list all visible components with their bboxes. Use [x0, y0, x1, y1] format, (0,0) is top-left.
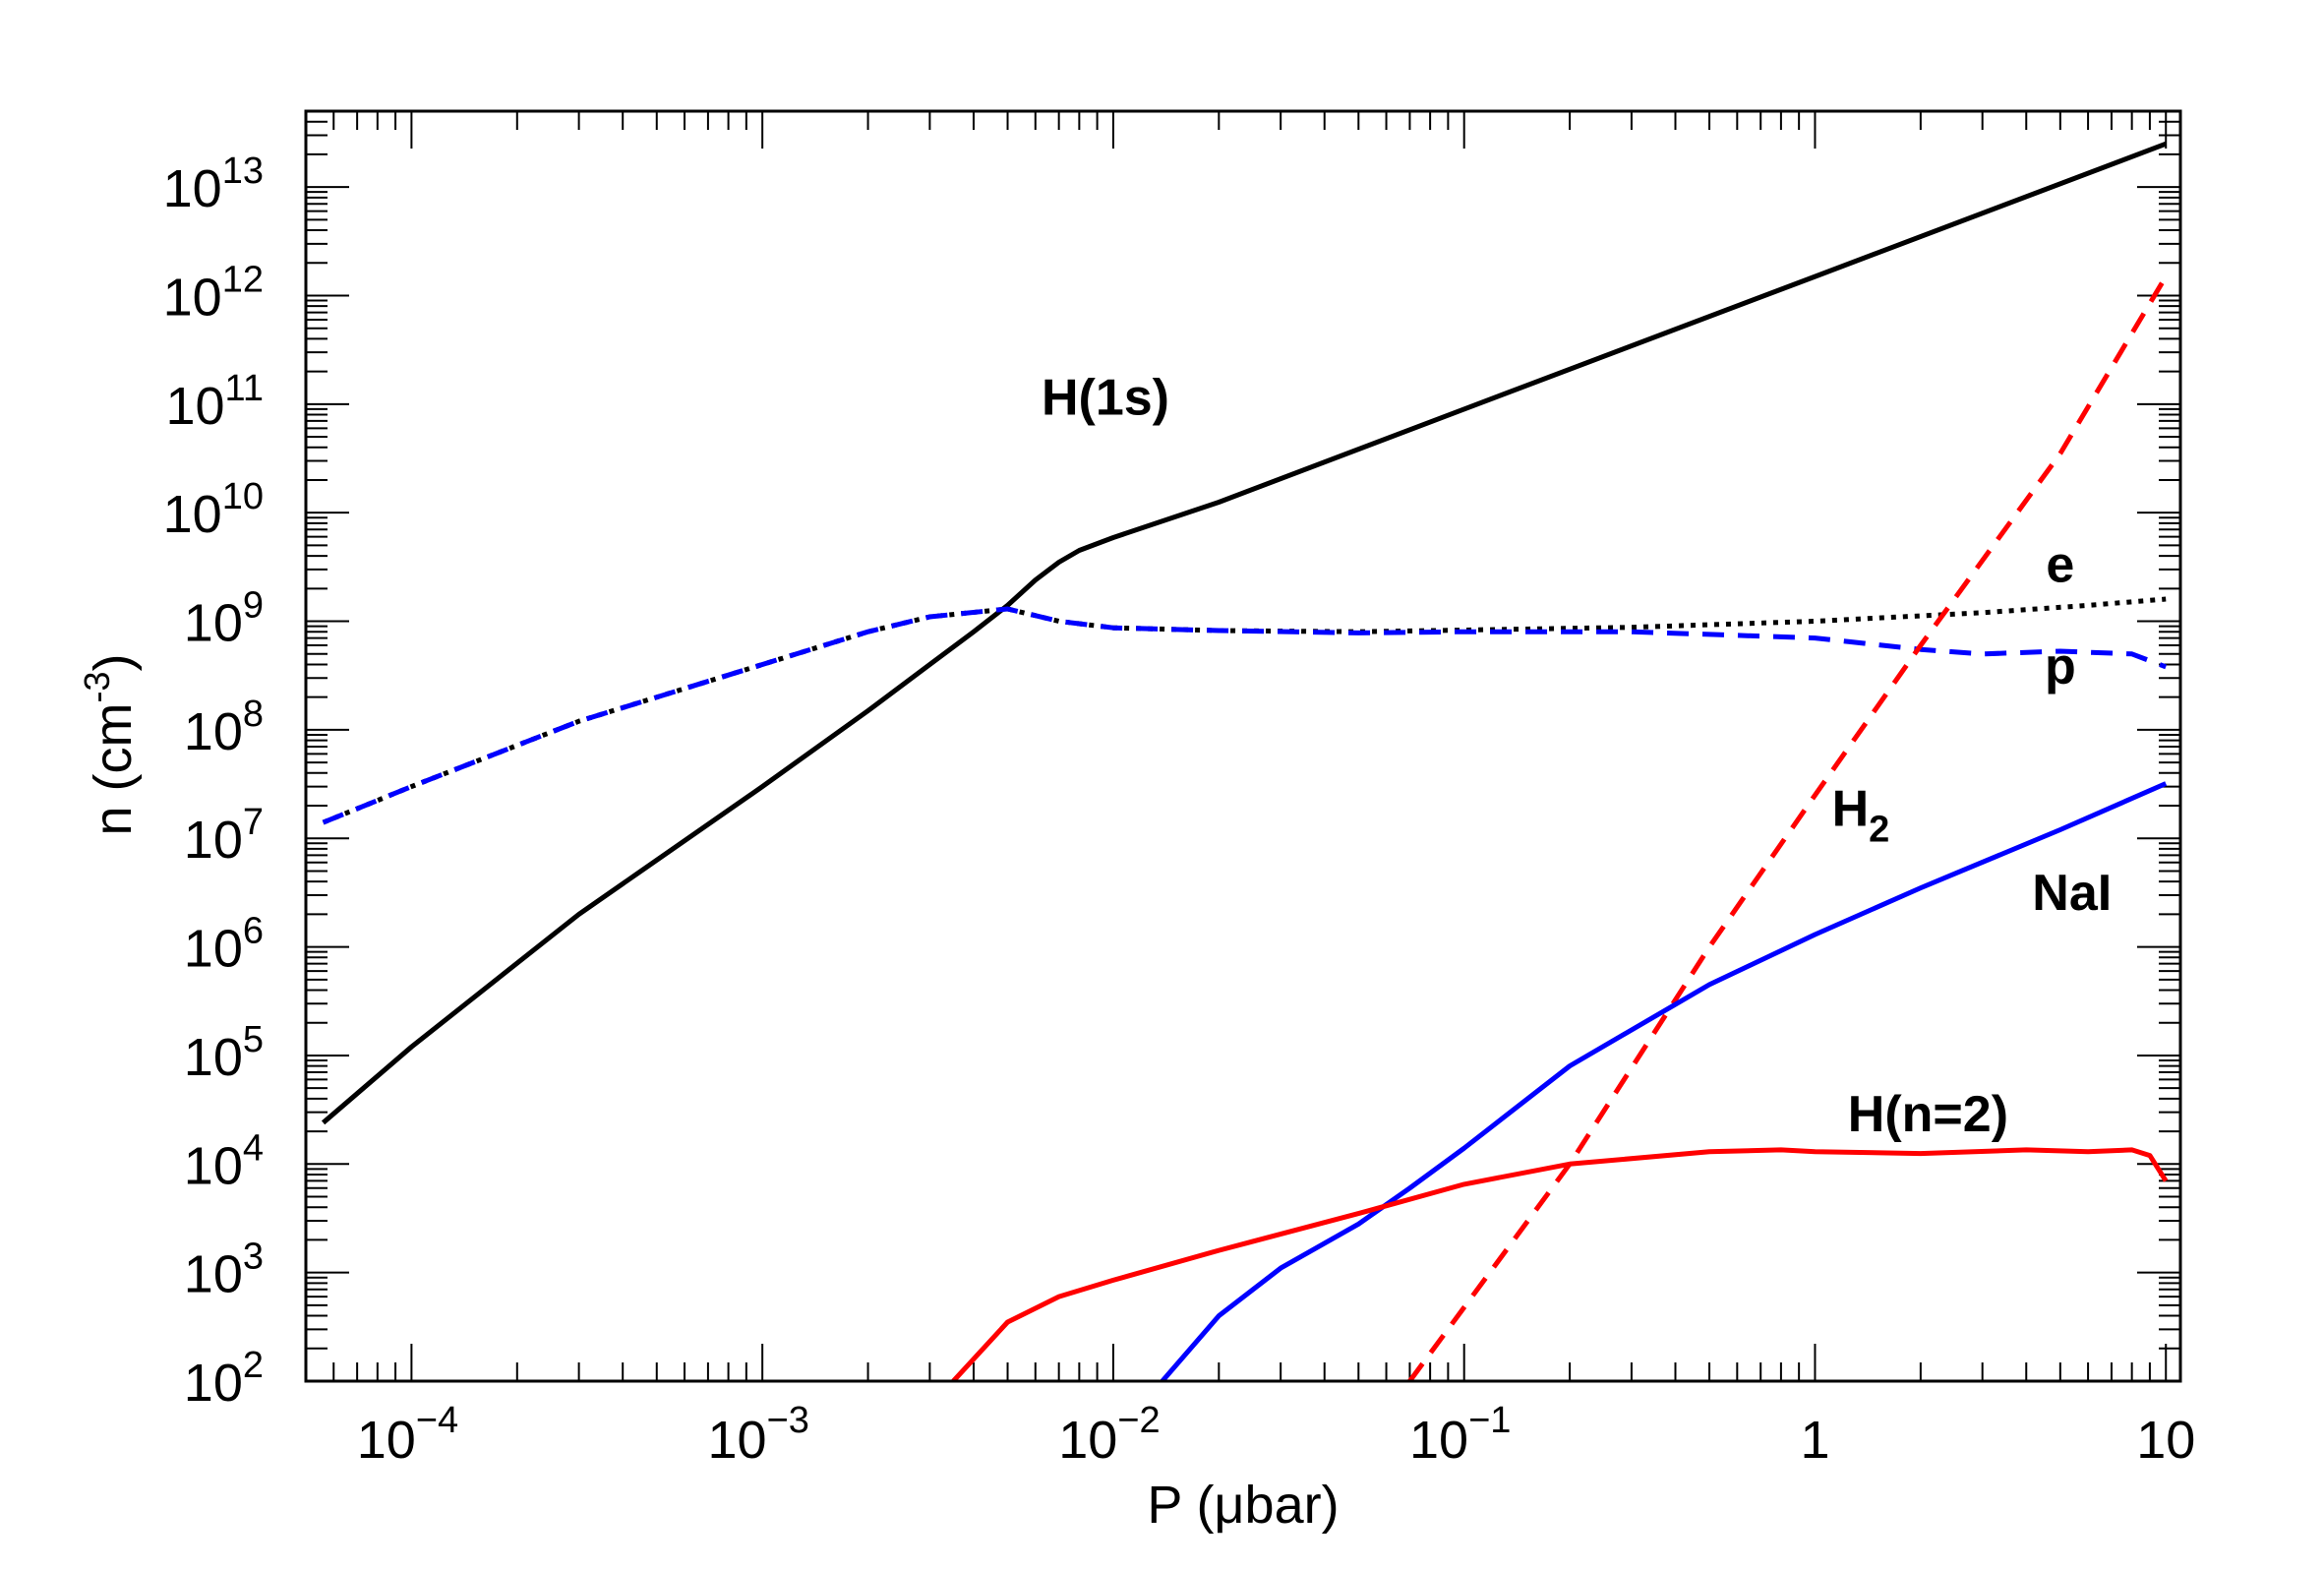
x-tick-label: 10−3 — [707, 1400, 808, 1470]
x-tick-label-exponent: −3 — [767, 1400, 809, 1441]
y-tick-label-base: 10 — [163, 268, 222, 327]
y-tick-label-exponent: 3 — [243, 1237, 264, 1278]
y-tick-label-base: 10 — [184, 594, 243, 653]
series-label: H(1s) — [1042, 370, 1169, 427]
x-tick-label-base: 1 — [1800, 1411, 1829, 1470]
y-tick-label-base: 10 — [184, 1354, 243, 1413]
y-tick-label-base: 10 — [184, 702, 243, 761]
y-tick-label: 109 — [184, 585, 264, 653]
y-tick-label-exponent: 5 — [243, 1019, 264, 1060]
y-tick-label: 1013 — [163, 151, 264, 218]
x-tick-label-base: 10 — [1058, 1411, 1117, 1470]
y-tick-label-exponent: 4 — [243, 1127, 264, 1169]
y-axis-title: n (cm-3) — [77, 654, 143, 836]
y-tick-label-base: 10 — [184, 920, 243, 979]
series-label-name: H(n=2) — [1848, 1086, 2008, 1143]
x-tick-label: 1 — [1800, 1411, 1829, 1470]
y-axis-title-main: n (cm — [84, 703, 143, 836]
series-label-name: e — [2046, 537, 2074, 594]
y-tick-label-exponent: 10 — [222, 476, 264, 517]
y-axis-title-close: ) — [84, 654, 143, 672]
series-label: H(n=2) — [1848, 1086, 2008, 1143]
series-line-p — [322, 606, 2168, 825]
x-tick-label: 10 — [2136, 1411, 2195, 1470]
y-tick-label: 1010 — [163, 476, 264, 544]
x-tick-label-exponent: −1 — [1468, 1400, 1511, 1441]
series-label: e — [2046, 537, 2074, 594]
x-tick-label-base: 10 — [707, 1411, 766, 1470]
y-tick-label: 104 — [184, 1127, 264, 1195]
x-tick-label-base: 10 — [1409, 1411, 1468, 1470]
series-layer — [321, 141, 2169, 1381]
series-line-h-n-2 — [951, 1147, 2169, 1381]
y-tick-label-base: 10 — [163, 485, 222, 544]
y-tick-label: 108 — [184, 694, 264, 761]
series-label-name: H(1s) — [1042, 370, 1169, 427]
y-tick-label-base: 10 — [184, 811, 243, 870]
y-tick-label: 1012 — [163, 259, 264, 327]
y-tick-label-exponent: 6 — [243, 911, 264, 952]
series-line-h2 — [1407, 274, 2169, 1381]
series-line-nai — [1160, 781, 2168, 1381]
plot-frame — [304, 109, 2182, 1383]
series-label: NaI — [2032, 865, 2112, 922]
y-axis-title-exponent: -3 — [77, 671, 117, 702]
series-label: p — [2045, 637, 2076, 694]
y-tick-label-exponent: 12 — [222, 259, 264, 300]
series-label-name: H — [1832, 781, 1870, 838]
y-tick-label: 102 — [184, 1345, 264, 1413]
y-tick-label-exponent: 2 — [243, 1345, 264, 1386]
x-tick-label: 10−2 — [1058, 1400, 1160, 1470]
y-tick-label: 106 — [184, 911, 264, 979]
y-tick-label: 107 — [184, 802, 264, 870]
series-label-name: p — [2045, 637, 2076, 694]
y-tick-label-base: 10 — [165, 377, 224, 436]
x-tick-label-base: 10 — [357, 1411, 416, 1470]
y-tick-label-base: 10 — [184, 1245, 243, 1304]
y-tick-label: 1011 — [165, 368, 264, 436]
series-label-name: NaI — [2032, 865, 2112, 922]
x-tick-label-base: 10 — [2136, 1411, 2195, 1470]
x-tick-label-exponent: −2 — [1117, 1400, 1160, 1441]
y-tick-label-exponent: 8 — [243, 694, 264, 735]
y-tick-label-base: 10 — [184, 1028, 243, 1087]
y-tick-label: 105 — [184, 1019, 264, 1087]
x-tick-label-exponent: −4 — [416, 1400, 458, 1441]
minor-ticks — [305, 110, 2180, 1381]
series-label-subscript: 2 — [1869, 810, 1889, 851]
y-tick-label-exponent: 13 — [222, 151, 264, 192]
series-labels: H(1s) ep H2 NaI H(n=2) — [1042, 370, 2112, 1144]
y-tick-label: 103 — [184, 1237, 264, 1304]
y-tick-label-exponent: 11 — [225, 368, 264, 409]
series-line-h-1s — [321, 141, 2168, 1125]
x-axis-title: P (μbar) — [1147, 1476, 1339, 1535]
y-tick-label-exponent: 9 — [243, 585, 264, 627]
y-tick-label-base: 10 — [184, 1136, 243, 1195]
x-tick-labels: 10−4 10−3 10−2 10−1 1 10 — [357, 1400, 2196, 1470]
series-label: H2 — [1832, 781, 1890, 851]
x-tick-label: 10−4 — [357, 1400, 458, 1470]
y-tick-label-exponent: 7 — [243, 802, 264, 843]
y-tick-label-base: 10 — [163, 159, 222, 218]
x-tick-label: 10−1 — [1409, 1400, 1511, 1470]
